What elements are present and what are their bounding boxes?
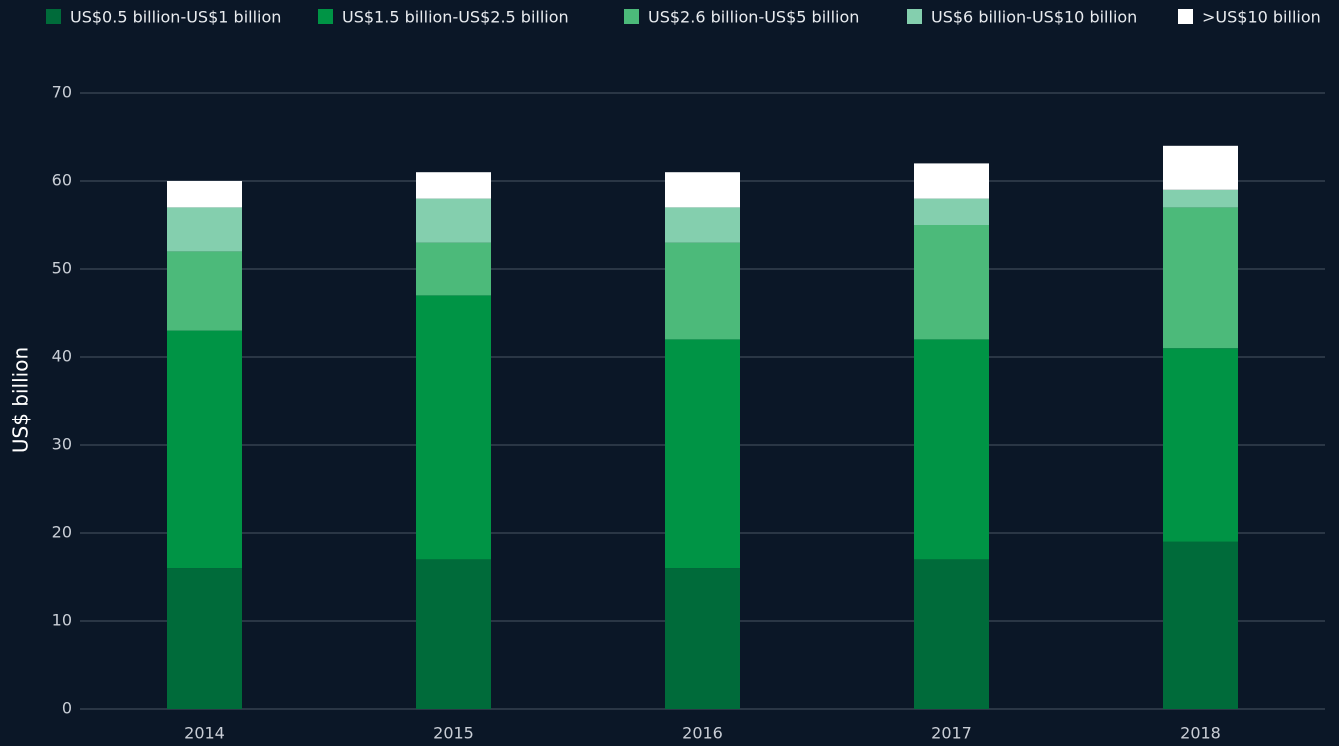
y-tick-label: 0	[62, 699, 72, 718]
legend-label: US$6 billion-US$10 billion	[931, 8, 1137, 27]
x-tick-label: 2017	[931, 724, 972, 743]
bar-segment	[167, 207, 242, 252]
y-axis-title: US$ billion	[9, 347, 33, 453]
legend-label: US$2.6 billion-US$5 billion	[648, 8, 859, 27]
bar-segment	[416, 295, 491, 560]
legend-swatch	[624, 9, 639, 24]
bar-segment	[1163, 541, 1238, 709]
bar-segment	[665, 207, 740, 243]
y-tick-label: 30	[52, 435, 72, 454]
y-tick-label: 20	[52, 523, 72, 542]
x-tick-label: 2015	[433, 724, 474, 743]
y-tick-label: 10	[52, 611, 72, 630]
bar-segment	[1163, 207, 1238, 349]
y-tick-label: 40	[52, 347, 72, 366]
bar-segment	[914, 225, 989, 340]
y-tick-label: 70	[52, 83, 72, 102]
bar-segment	[167, 330, 242, 569]
y-tick-label: 60	[52, 171, 72, 190]
bar-segment	[665, 172, 740, 208]
legend-swatch	[1178, 9, 1193, 24]
legend-swatch	[907, 9, 922, 24]
legend-swatch	[318, 9, 333, 24]
y-tick-label: 50	[52, 259, 72, 278]
bar-segment	[914, 198, 989, 225]
x-tick-label: 2014	[184, 724, 225, 743]
bar-segment	[416, 242, 491, 296]
bar-segment	[665, 339, 740, 569]
legend-label: US$1.5 billion-US$2.5 billion	[342, 8, 569, 27]
bar-segment	[167, 251, 242, 331]
bar-segment	[665, 242, 740, 340]
x-tick-label: 2018	[1180, 724, 1221, 743]
bar-segment	[416, 559, 491, 709]
bar-segment	[914, 559, 989, 709]
bar-segment	[416, 198, 491, 243]
bar-segment	[167, 568, 242, 709]
bar-segment	[1163, 348, 1238, 542]
x-tick-label: 2016	[682, 724, 723, 743]
bar-segment	[665, 568, 740, 709]
bar-segment	[167, 181, 242, 208]
bar-segment	[1163, 189, 1238, 208]
legend-label: US$0.5 billion-US$1 billion	[70, 8, 281, 27]
legend-swatch	[46, 9, 61, 24]
legend-label: >US$10 billion	[1202, 8, 1321, 27]
bar-segment	[914, 163, 989, 199]
bar-segment	[1163, 145, 1238, 190]
bar-segment	[914, 339, 989, 560]
bar-segment	[416, 172, 491, 199]
